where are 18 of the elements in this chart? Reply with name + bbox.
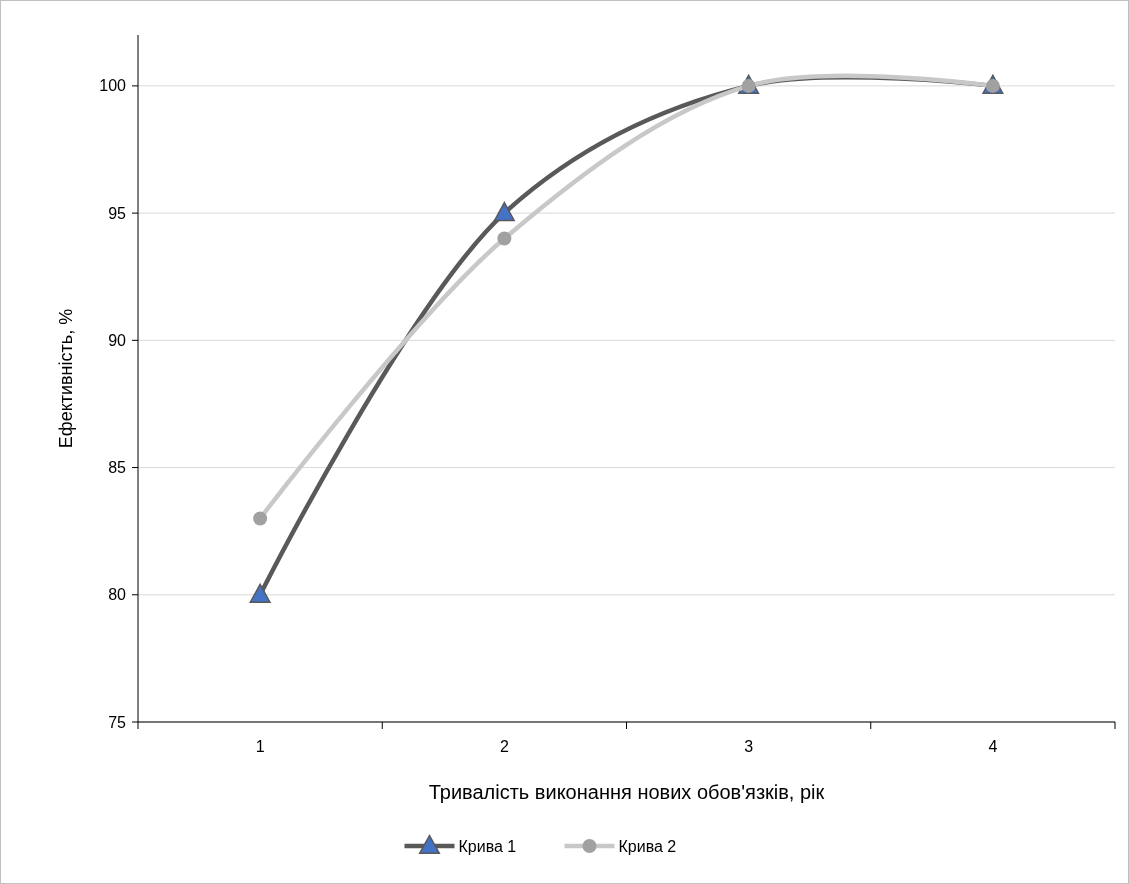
y-axis-title: Ефективність, % <box>56 308 76 449</box>
x-tick-label: 1 <box>255 738 265 755</box>
x-tick-label: 2 <box>499 738 509 755</box>
y-tick-label: 80 <box>108 586 127 604</box>
point <box>253 511 268 526</box>
x-tick-label: 3 <box>744 738 754 755</box>
point <box>497 231 512 246</box>
y-tick-label: 100 <box>99 77 127 95</box>
y-tick-label: 90 <box>108 331 127 349</box>
point <box>249 583 271 603</box>
point <box>493 201 515 222</box>
legend-label: Крива 2 <box>618 837 677 855</box>
y-tick-label: 75 <box>108 713 127 731</box>
x-axis-title: Тривалість виконання нових обов'язків, рік <box>428 781 825 803</box>
x-tick-label: 4 <box>988 738 998 755</box>
y-tick-label: 95 <box>108 204 127 222</box>
y-tick-label: 85 <box>108 459 127 477</box>
legend-label: Крива 1 <box>458 837 517 855</box>
